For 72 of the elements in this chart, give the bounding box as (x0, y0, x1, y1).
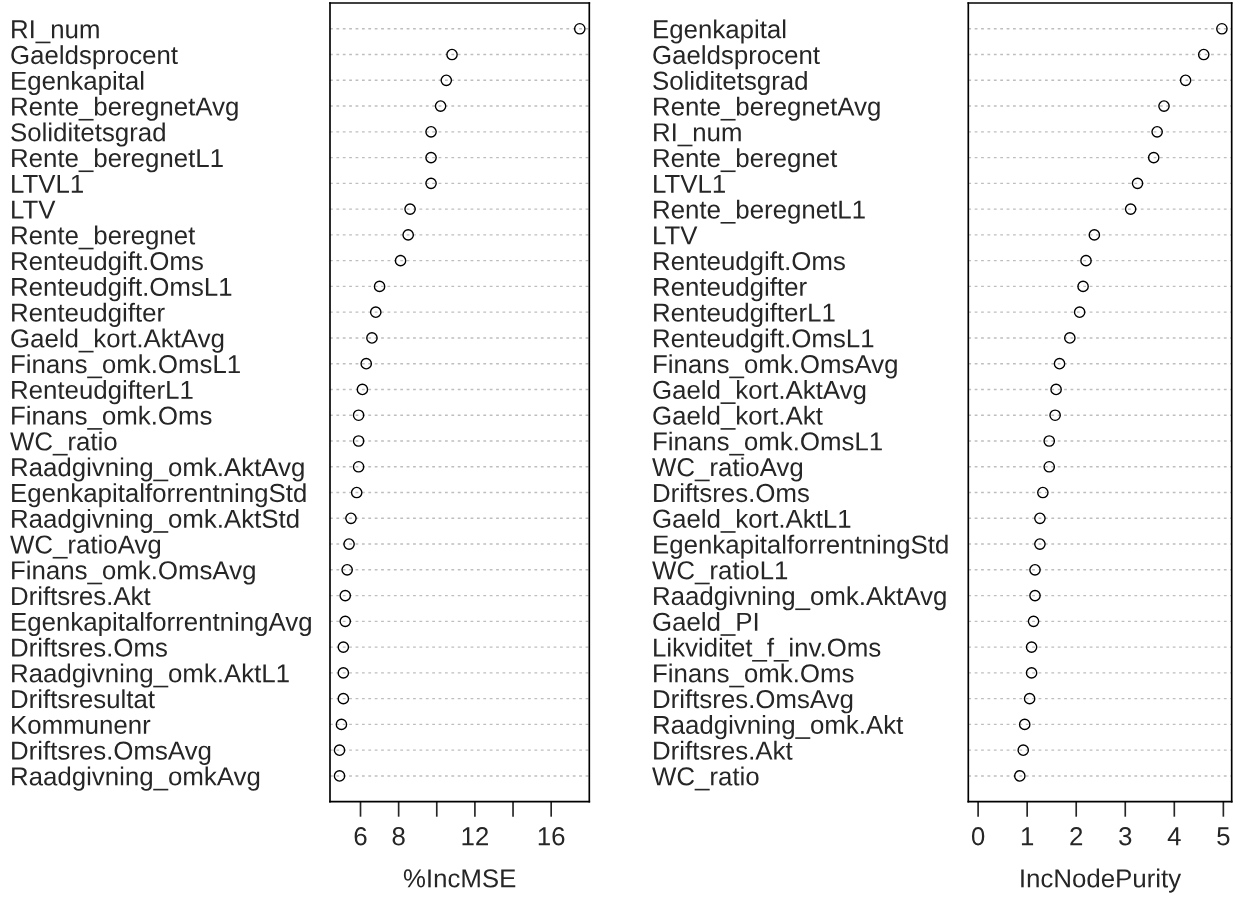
y-tick-label: WC_ratio (652, 766, 759, 791)
x-tick-label: 1 (1021, 827, 1034, 846)
y-tick-label: RI_num (12, 20, 99, 44)
y-tick-label: Rente_beregnetL1 (12, 148, 223, 173)
y-tick-label: Driftsres.Oms (654, 483, 809, 503)
y-tick-label: Driftsresultat (12, 689, 155, 709)
y-tick-label: Gaeld_kort.Akt (653, 405, 823, 430)
y-tick-label: Driftsres.OmsAvg (654, 689, 853, 714)
y-tick-label: Rente_beregnetL1 (654, 199, 865, 224)
y-tick-label: Renteudgifter (654, 277, 807, 302)
y-tick-label: Raadgivning_omkAvg (12, 766, 260, 791)
y-tick-label: WC_ratioAvg (652, 457, 803, 482)
x-axis-title: %IncMSE (403, 869, 516, 888)
y-tick-label: Driftsres.OmsAvg (12, 740, 211, 765)
y-tick-label: Raadgivning_omk.AktL1 (12, 663, 289, 688)
y-tick-label: EgenkapitalforrentningStd (654, 534, 948, 559)
x-tick-label: 4 (1167, 827, 1181, 846)
y-tick-label: Egenkapital (654, 19, 786, 44)
y-tick-label: Rente_beregnetAvg (654, 96, 880, 121)
y-tick-label: Gaeldsprocent (653, 45, 820, 70)
x-tick-label: 3 (1119, 827, 1132, 846)
y-tick-label: Driftsres.Akt (12, 586, 151, 606)
y-tick-label: Gaeld_kort.AktL1 (653, 508, 851, 533)
y-tick-label: Driftsres.Oms (12, 637, 167, 657)
y-tick-label: RI_num (654, 123, 741, 147)
y-tick-label: Renteudgift.Oms (12, 251, 203, 276)
y-tick-label: Kommunenr (12, 715, 151, 735)
x-tick-label: 8 (392, 827, 405, 846)
y-tick-label: Finans_omk.OmsAvg (12, 560, 255, 585)
y-tick-label: Finans_omk.OmsL1 (12, 354, 240, 379)
y-tick-label: Finans_omk.Oms (654, 663, 854, 688)
y-tick-label: Likviditet_f_inv.Oms (654, 637, 881, 662)
y-tick-label: WC_ratioL1 (652, 560, 788, 585)
y-tick-label: Raadgivning_omk.AktAvg (654, 586, 946, 611)
y-tick-label: Soliditetsgrad (11, 122, 165, 147)
y-tick-label: Gaeld_kort.AktAvg (11, 328, 224, 353)
y-tick-label: Finans_omk.OmsAvg (654, 354, 897, 379)
y-tick-label: LTVL1 (654, 174, 725, 193)
y-tick-label: Renteudgift.OmsL1 (654, 328, 874, 353)
y-tick-label: RenteudgifterL1 (12, 380, 193, 405)
x-tick-label: 2 (1070, 827, 1083, 846)
y-tick-label: Rente_beregnet (654, 148, 838, 173)
y-tick-label: Renteudgift.Oms (654, 251, 845, 276)
y-tick-label: LTV (12, 200, 56, 219)
y-tick-label: Egenkapital (12, 70, 144, 96)
y-tick-label: Raadgivning_omk.Akt (654, 715, 904, 740)
y-tick-label: Gaeldsprocent (11, 45, 178, 70)
x-tick-label: 5 (1217, 827, 1230, 846)
y-tick-label: Gaeld_kort.AktAvg (653, 380, 866, 405)
y-tick-label: EgenkapitalforrentningAvg (12, 611, 311, 637)
y-tick-label: Finans_omk.OmsL1 (654, 431, 882, 456)
y-tick-label: Renteudgift.OmsL1 (12, 277, 232, 302)
x-tick-label: 0 (971, 827, 985, 846)
y-tick-label: Driftsres.Akt (654, 740, 793, 760)
x-axis-title: IncNodePurity (1021, 868, 1182, 893)
y-tick-label: RenteudgifterL1 (654, 302, 835, 327)
y-tick-label: WC_ratio (10, 431, 117, 456)
y-tick-label: Rente_beregnetAvg (12, 96, 238, 121)
y-tick-label: Rente_beregnet (12, 225, 196, 250)
y-tick-label: Raadgivning_omk.AktStd (12, 508, 299, 534)
y-tick-label: EgenkapitalforrentningStd (12, 483, 306, 508)
y-tick-label: Gaeld_PI (653, 611, 758, 636)
y-tick-label: Finans_omk.Oms (12, 405, 212, 430)
x-tick-label: 12 (462, 827, 488, 846)
y-tick-label: Raadgivning_omk.AktAvg (12, 457, 304, 482)
y-tick-label: LTV (654, 226, 698, 245)
y-tick-label: Soliditetsgrad (653, 70, 807, 96)
y-tick-label: Renteudgifter (12, 302, 165, 327)
x-tick-label: 6 (354, 827, 367, 846)
y-tick-label: LTVL1 (12, 174, 83, 193)
y-tick-label: WC_ratioAvg (10, 534, 161, 559)
x-tick-label: 16 (538, 827, 565, 846)
